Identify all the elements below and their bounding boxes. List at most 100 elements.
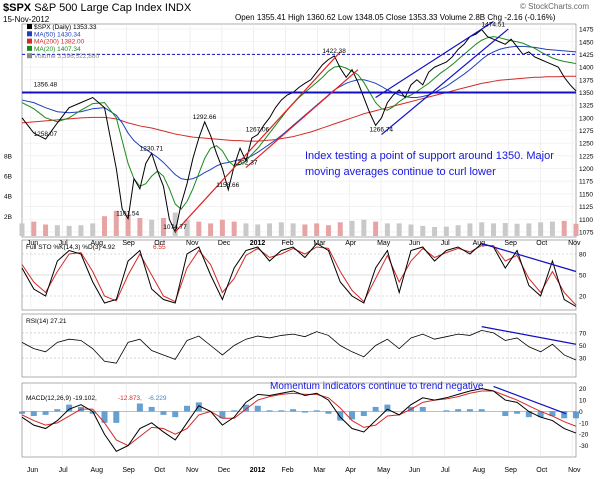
macd-hist-bar [113,411,120,423]
volume-bar [267,223,273,236]
red-trendline-lower [245,69,359,168]
price-y-tick: 1200 [579,166,594,173]
price-y-tick: 1300 [579,115,594,122]
legend-label: MA(50) 1430.34 [34,31,81,38]
ma200-line [21,75,576,142]
volume-bar [538,222,544,236]
macd-y-tick: -10 [579,420,589,427]
volume-bar [184,219,190,236]
macd-y-tick: 10 [579,398,587,405]
x-tick-label: Nov [186,467,199,474]
x-tick-label-mid: Dec [218,240,231,247]
sto-trendline [481,242,577,273]
rsi-line [21,329,577,364]
legend-label: $SPX (Daily) 1353.33 [34,24,97,31]
x-tick-label: Jul [59,467,68,474]
volume-bar [149,219,155,236]
macd-line [21,388,577,452]
change-pct: (-0.16%) [524,13,556,22]
macd-hist-bar [66,404,73,412]
legend-swatch [27,38,32,44]
open-value: 1355.41 [256,13,286,22]
volume-bar [208,223,214,236]
legend-swatch [27,31,32,37]
macd-hist-bar [101,411,108,423]
rsi-legend: RSI(14) 27.21 [26,318,67,325]
price-point-label: 1074.77 [163,224,187,231]
x-tick-label: Sep [122,467,135,474]
x-tick-label-mid: Nov [186,240,199,247]
macd-y-tick: 0 [579,409,583,416]
blue-channel-lower [381,28,509,136]
x-tick-label: Mar [313,467,326,474]
price-point-label: 1292.66 [193,114,217,121]
sto-y-tick: 20 [579,294,587,301]
macd-hist-bar [231,410,238,412]
x-tick-label: Aug [91,467,104,474]
price-y-tick: 1400 [579,65,594,72]
volume-bar [561,220,567,236]
volume-bar [302,224,308,236]
low-value: 1348.05 [354,13,384,22]
price-y-tick: 1425 [579,52,594,59]
x-tick-label-mid: Aug [91,240,104,247]
macd-hist-bar [372,406,379,412]
volume-bar [231,221,237,236]
x-tick-label-mid: Aug [473,240,486,247]
volume-bar [337,222,343,236]
x-tick-label: Aug [473,467,486,474]
macd-hist-bar [443,410,450,412]
volume-bar [432,227,438,236]
sto-legend-d: 6.55 [153,244,166,251]
x-tick-label: Apr [345,467,357,474]
volume-bar [31,221,37,236]
macd-hist-bar [360,411,367,417]
x-tick-label: Dec [218,467,231,474]
volume-bar [160,218,166,236]
chart-date: 15-Nov-2012 [3,15,50,24]
x-tick-label-mid: Jun [409,240,420,247]
macd-hist-bar [502,411,509,417]
volume-bar [314,223,320,236]
price-y-tick: 1225 [579,153,594,160]
volume-bar [125,214,131,236]
macd-legend: MACD(12,26,9) -19.102, [26,395,97,402]
macd-hist-bar [136,403,143,412]
macd-hist-bar [278,410,285,412]
macd-hist-bar [54,409,61,412]
volume-bar [102,216,108,236]
macd-hist-bar [266,410,273,412]
watermark: © StockCharts.com [520,2,590,11]
legend-label: Volume 3,396,522,880 [34,53,99,60]
volume-value: 2.8B [468,13,486,22]
close-value: 1353.33 [408,13,438,22]
price-point-label: 1474.51 [481,22,505,29]
macd-hist-bar [549,411,556,417]
legend-label: MA(200) 1382.00 [34,39,85,46]
x-tick-label-mid: Sep [122,240,135,247]
macd-hist-bar [184,405,191,412]
price-y-tick: 1175 [579,179,593,186]
macd-hist-bar [455,409,462,412]
volume-bar [113,210,119,236]
exchange: INDX [164,2,192,14]
volume-tick-label: 4B [4,194,12,201]
volume-bar [467,223,473,236]
price-point-label: 1202.37 [234,160,258,167]
macd-legend-hist: -6.229 [148,395,167,402]
volume-tick-label: 6B [4,174,12,181]
macd-hist-bar [561,411,568,419]
volume-bar [384,223,390,236]
x-tick-label-mid: Jul [441,240,450,247]
macd-legend-signal: -12.873, [118,395,142,402]
macd-hist-bar [525,411,532,418]
price-point-label: 1356.48 [34,81,58,88]
volume-tick-label: 8B [4,153,12,160]
volume-bar [90,223,96,236]
volume-tick-label: 2B [4,214,12,221]
macd-hist-bar [349,411,356,420]
x-tick-label-mid: May [377,240,391,247]
macd-hist-bar [325,411,332,414]
volume-bar [573,223,579,236]
change-value: -2.16 [504,13,523,22]
